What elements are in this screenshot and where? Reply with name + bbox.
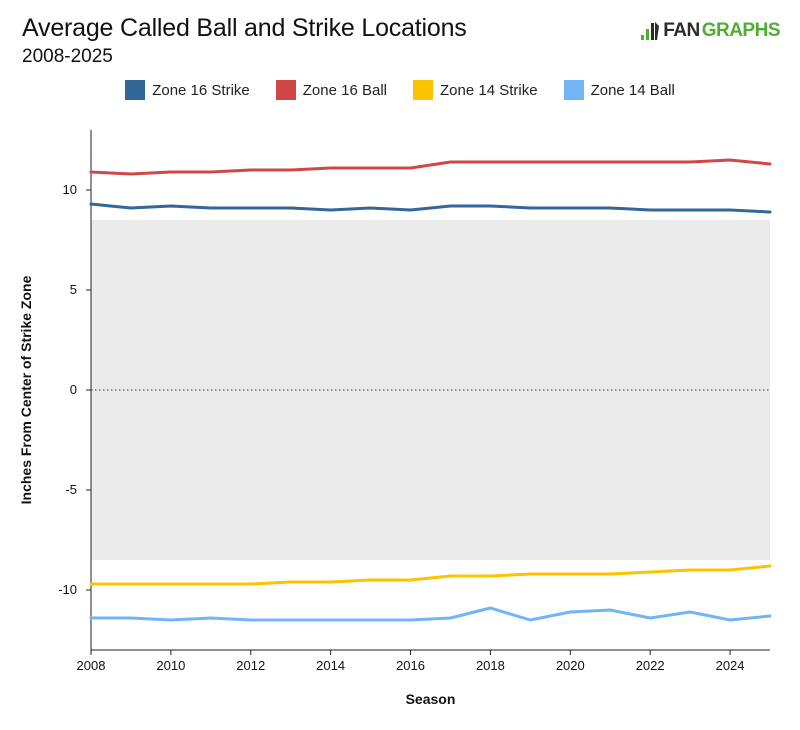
chart-subtitle: 2008-2025 <box>22 46 113 67</box>
x-tick-label: 2016 <box>396 658 425 673</box>
legend-label: Zone 14 Strike <box>440 81 538 99</box>
series-line-zone-16-strike <box>89 202 772 214</box>
x-tick-label: 2008 <box>77 658 106 673</box>
brand-text-graphs: GRAPHS <box>701 20 781 41</box>
series-line-zone-14-strike <box>89 564 772 586</box>
legend-swatch <box>125 80 146 100</box>
series-line-zone-14-ball <box>89 606 772 622</box>
y-tick-label: -5 <box>65 482 77 497</box>
x-tick-label: 2018 <box>476 658 505 673</box>
legend-label: Zone 14 Ball <box>590 81 675 99</box>
x-tick-label: 2022 <box>636 658 665 673</box>
y-tick-label: 0 <box>70 382 77 397</box>
fangraphs-logo-icon <box>641 22 660 40</box>
legend-item-zone-14-ball: Zone 14 Ball <box>563 80 675 100</box>
legend-item-zone-16-strike: Zone 16 Strike <box>125 80 250 100</box>
fangraphs-logo: FAN GRAPHS <box>641 20 781 42</box>
y-axis-title: Inches From Center of Strike Zone <box>18 275 34 504</box>
legend-label: Zone 16 Ball <box>302 81 387 99</box>
x-tick-label: 2014 <box>316 658 345 673</box>
legend-swatch <box>563 80 584 100</box>
series-line-zone-16-ball <box>89 158 772 176</box>
legend-item-zone-16-ball: Zone 16 Ball <box>275 80 387 100</box>
x-tick-label: 2020 <box>556 658 585 673</box>
chart-legend: Zone 16 Strike Zone 16 Ball Zone 14 Strike… <box>0 80 800 100</box>
y-tick-label: -10 <box>58 582 77 597</box>
legend-label: Zone 16 Strike <box>152 81 250 99</box>
chart-title: Average Called Ball and Strike Locations <box>22 14 467 42</box>
y-tick-label: 5 <box>70 282 77 297</box>
y-tick-label: 10 <box>63 182 77 197</box>
legend-swatch <box>413 80 433 100</box>
legend-swatch <box>275 80 296 100</box>
x-axis-title: Season <box>406 691 456 707</box>
legend-item-zone-14-strike: Zone 14 Strike <box>413 80 538 100</box>
brand-text-fan: FAN <box>663 20 700 41</box>
x-tick-label: 2010 <box>156 658 185 673</box>
x-tick-label: 2012 <box>236 658 265 673</box>
x-tick-label: 2024 <box>716 658 745 673</box>
